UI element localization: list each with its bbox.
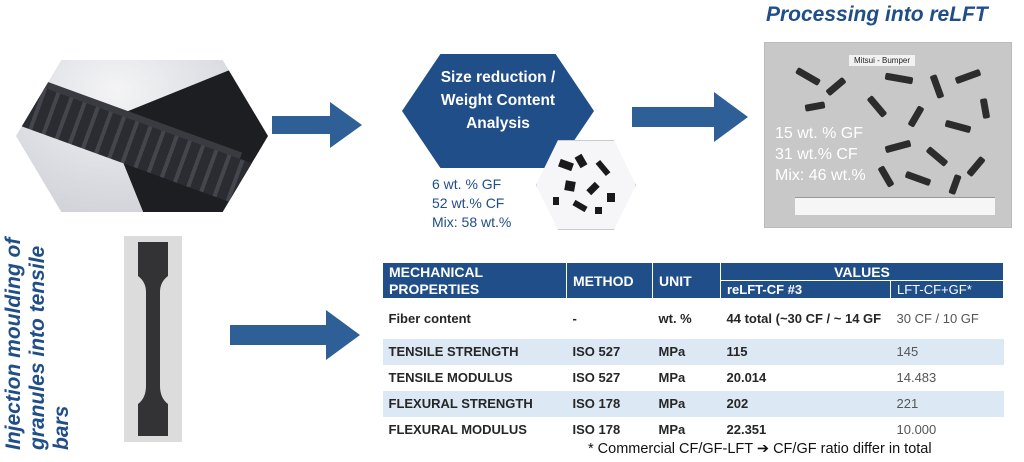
cell-value-b: 14.483 [890,364,1004,391]
size-reduction-title: Size reduction / Weight Content Analysis [440,69,556,132]
gf-content: 6 wt. % GF [432,176,502,192]
cell-value-a: 22.351 [720,416,891,443]
cf-content: 52 wt.% CF [432,195,505,211]
cell-method: ISO 178 [566,390,653,417]
granules-photo-label: Mitsui - Bumper [849,55,916,66]
gf-content: 15 wt. % GF [775,125,864,142]
header-col-a: reLFT-CF #3 [720,280,891,299]
cell-method: ISO 527 [566,364,653,391]
cell-value-b: 30 CF / 10 GF [890,298,1004,339]
cell-property: Fiber content [382,298,567,339]
cell-method: - [566,298,653,339]
tensile-bar [138,242,168,436]
cell-value-b: 145 [890,338,1004,365]
cell-unit: MPa [652,338,721,365]
cf-content: 31 wt.% CF [775,146,858,163]
mix-content: Mix: 58 wt.% [432,214,512,230]
header-unit: UNIT [652,262,721,299]
cell-unit: MPa [652,416,721,443]
arrow-right-icon [272,102,362,148]
cell-property: TENSILE STRENGTH [382,338,567,365]
granules-photo: Mitsui - Bumper 15 wt. % GF 31 wt.% CF M… [764,42,1012,228]
cell-value-b: 10.000 [890,416,1004,443]
table-header-row: MECHANICAL PROPERTIES METHOD UNIT VALUES [382,262,1004,299]
tensile-bar-photo [124,236,182,442]
mechanical-properties-table: MECHANICAL PROPERTIES METHOD UNIT VALUES… [382,262,1004,443]
mix-content: Mix: 46 wt.% [775,167,866,184]
size-reduction-values: 6 wt. % GF 52 wt.% CF Mix: 58 wt.% [432,175,511,232]
cell-value-a: 20.014 [720,364,891,391]
cell-method: ISO 527 [566,338,653,365]
table-subheader-row: reLFT-CF #3 LFT-CF+GF* [383,280,1004,299]
header-col-b: LFT-CF+GF* [890,280,1004,299]
cell-value-a: 115 [720,338,891,365]
cell-unit: wt. % [652,298,721,339]
cell-property: TENSILE MODULUS [382,364,567,391]
table-row: FLEXURAL MODULUS ISO 178 MPa 22.351 10.0… [382,416,1004,443]
cell-value-b: 221 [890,390,1004,417]
cell-property: FLEXURAL MODULUS [382,416,567,443]
cell-method: ISO 178 [566,416,653,443]
cell-unit: MPa [652,364,721,391]
flakes-photo [536,140,636,230]
arrow-right-icon [632,92,748,142]
table-row: Fiber content - wt. % 44 total (~30 CF /… [382,298,1004,339]
cell-value-a: 202 [720,390,891,417]
cell-value-a: 44 total (~30 CF / ~ 14 GF [720,298,891,339]
footnote: * Commercial CF/GF-LFT ➔ CF/GF ratio dif… [588,441,932,457]
header-values: VALUES [720,262,1004,281]
arrow-right-icon [230,310,360,360]
cell-property: FLEXURAL STRENGTH [382,390,567,417]
table-row: TENSILE STRENGTH ISO 527 MPa 115 145 [382,338,1004,365]
bumper-photo [16,60,268,212]
table-row: FLEXURAL STRENGTH ISO 178 MPa 202 221 [382,390,1004,417]
processing-values: 15 wt. % GF 31 wt.% CF Mix: 46 wt.% [775,123,866,186]
header-method: METHOD [566,262,653,299]
table-row: TENSILE MODULUS ISO 527 MPa 20.014 14.48… [382,364,1004,391]
cell-unit: MPa [652,390,721,417]
header-property: MECHANICAL PROPERTIES [382,262,567,299]
ruler [795,197,995,215]
injection-title: Injection moulding of granules into tens… [2,237,73,450]
processing-title: Processing into reLFT [766,3,988,26]
